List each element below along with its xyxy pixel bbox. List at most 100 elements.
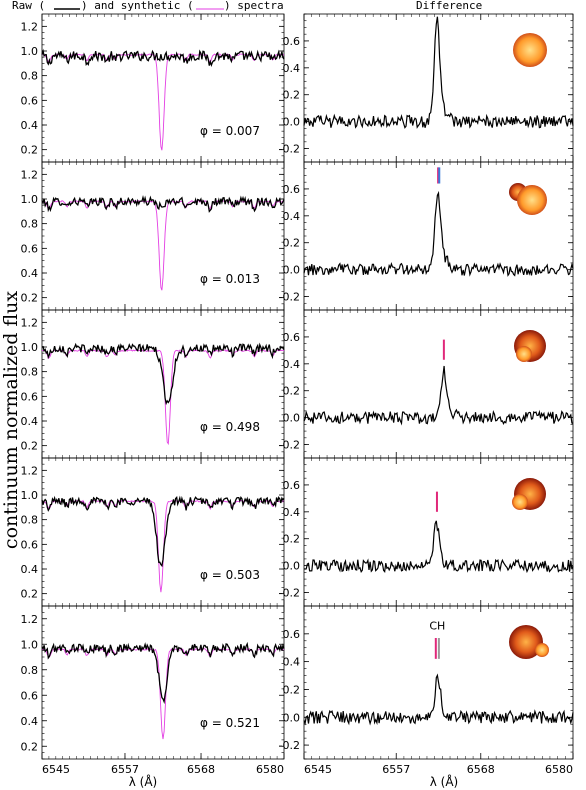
y-tick-label: 0.4 [21,563,39,576]
x-axis-label-right: λ (Å) [430,774,459,789]
header-left-part1: Raw ( [12,0,45,12]
x-tick-label: 6545 [42,763,70,776]
companion-star [535,643,549,657]
left-panel-2: 0.2 0.4 0.6 0.8 1.0 1.2 φ = 0.498 [21,309,285,459]
marker-label: CH [429,620,445,633]
y-tick-label: 0.2 [283,385,301,398]
phase-label: φ = 0.521 [200,716,260,730]
y-tick-label: -0.2 [279,587,300,600]
header-left-part2: ) and synthetic ( [81,0,194,12]
y-tick-label: 0.2 [283,533,301,546]
y-tick-label: 1.2 [21,613,39,626]
phase-label: φ = 0.007 [200,124,260,138]
y-tick-label: 1.0 [21,341,39,354]
y-tick-label: 0.2 [283,237,301,250]
difference-spectrum-line [303,365,574,426]
difference-spectrum-line [303,16,574,129]
y-tick-label: -0.2 [279,439,300,452]
y-tick-label: -0.2 [279,739,300,752]
y-tick-label: 0.2 [283,89,301,102]
y-tick-label: 0.6 [283,183,301,196]
y-tick-label: 0.4 [283,358,301,371]
difference-spectrum-line [303,190,574,277]
y-tick-label: 0.2 [21,588,39,601]
y-tick-label: 0.0 [283,116,301,129]
primary-star [509,625,543,659]
left-panel-4: 0.2 0.4 0.6 0.8 1.0 1.2 6545 6557 6568 6580 φ = 0.… [21,605,285,776]
header-right: Difference [416,0,482,12]
y-tick-label: 0.4 [283,506,301,519]
y-tick-label: 0.8 [21,366,39,379]
right-panel-1: -0.2 0.0 0.2 0.4 0.6 [279,161,574,311]
y-tick-label: 0.8 [21,218,39,231]
y-tick-label: 1.0 [21,489,39,502]
left-panel-3: 0.2 0.4 0.6 0.8 1.0 1.2 φ = 0.503 [21,457,285,607]
y-tick-label: 0.0 [283,560,301,573]
raw-spectrum-line [41,195,285,213]
y-tick-label: 0.4 [21,267,39,280]
y-tick-label: 0.6 [283,628,301,641]
y-tick-label: 1.0 [21,45,39,58]
y-tick-label: 0.2 [21,440,39,453]
y-tick-label: 0.6 [21,94,39,107]
raw-spectrum-line [41,342,285,406]
header-left-part3: ) spectra [224,0,284,12]
y-tick-label: 0.8 [21,664,39,677]
companion-star [512,494,528,510]
y-tick-label: 0.0 [283,412,301,425]
synthetic-spectrum-line [41,499,285,593]
right-panel-4: -0.2 0.0 0.2 0.4 0.6 6545 6557 6568 6580 CH [279,605,574,776]
raw-spectrum-line [41,641,285,705]
y-tick-label: 0.6 [283,331,301,344]
panel-frame [41,457,285,607]
y-tick-label: 1.2 [21,168,39,181]
raw-spectrum-line [41,495,285,568]
y-tick-label: 1.2 [21,20,39,33]
right-panel-0: -0.2 0.0 0.2 0.4 0.6 [279,13,574,163]
y-tick-label: 0.0 [283,264,301,277]
y-tick-label: 0.4 [283,210,301,223]
y-tick-label: 1.0 [21,638,39,651]
phase-label: φ = 0.013 [200,272,260,286]
y-tick-label: 1.2 [21,464,39,477]
y-tick-label: 0.4 [283,656,301,669]
difference-spectrum-line [303,673,574,726]
x-tick-label: 6557 [382,763,410,776]
panel-frame [41,309,285,459]
y-tick-label: 1.2 [21,316,39,329]
y-axis-label: continuum normalized flux [0,291,22,549]
y-tick-label: 0.2 [21,144,39,157]
right-panel-3: -0.2 0.0 0.2 0.4 0.6 [279,457,574,607]
y-tick-label: 0.8 [21,70,39,83]
panel-frame [41,161,285,311]
companion-star [516,346,532,362]
y-tick-label: 0.4 [21,119,39,132]
y-tick-label: 0.8 [21,514,39,527]
x-axis-label-left: λ (Å) [129,774,158,789]
x-tick-label: 6580 [256,763,284,776]
x-tick-label: 6580 [545,763,573,776]
x-tick-label: 6557 [111,763,139,776]
y-tick-label: 1.0 [21,193,39,206]
y-tick-label: 0.4 [283,62,301,75]
y-tick-label: 0.0 [283,711,301,724]
x-tick-label: 6568 [467,763,495,776]
y-tick-label: 0.2 [21,740,39,753]
y-tick-label: 0.6 [283,479,301,492]
primary-star [517,185,547,215]
phase-label: φ = 0.498 [200,420,260,434]
y-tick-label: 0.6 [283,35,301,48]
y-tick-label: 0.4 [21,415,39,428]
y-tick-label: 0.2 [283,683,301,696]
raw-spectrum-line [41,48,285,68]
y-tick-label: 0.4 [21,715,39,728]
y-tick-label: -0.2 [279,291,300,304]
difference-spectrum-line [303,520,574,574]
y-tick-label: 0.6 [21,689,39,702]
y-tick-label: 0.6 [21,242,39,255]
y-tick-label: 0.6 [21,390,39,403]
y-tick-label: 0.6 [21,538,39,551]
panels: 0.2 0.4 0.6 0.8 1.0 1.2 φ = 0.007 0.2 0.4 0.6 0.8 1… [21,13,574,776]
y-tick-label: -0.2 [279,143,300,156]
